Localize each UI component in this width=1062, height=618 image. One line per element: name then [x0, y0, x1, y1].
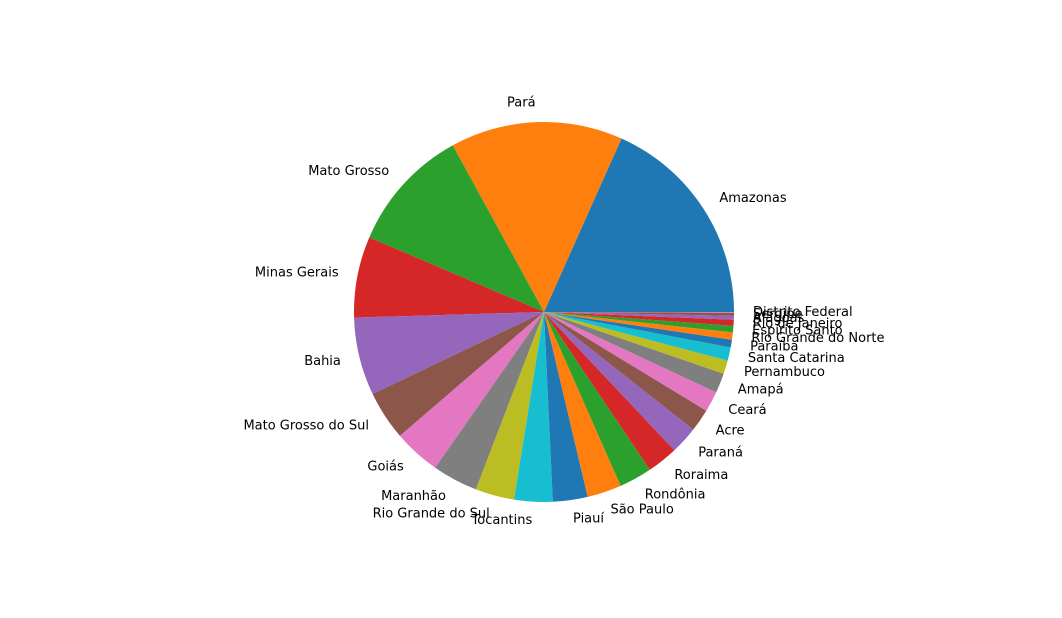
pie-slice-mato-grosso-do-sul [372, 312, 544, 436]
pie-label-alagoas: Alagoas [753, 311, 805, 326]
pie-slice-espirito-santo [544, 312, 734, 333]
pie-label-rio-de-janeiro: Rio de Janeiro [753, 316, 843, 331]
pie-labels: Amazonas Pará Mato Grosso Minas Gerais Bahia… [243, 96, 884, 529]
pie-label-rio-grande-do-norte: Rio Grande do Norte [751, 331, 884, 346]
pie-label-mato-grosso-do-sul: Mato Grosso do Sul [243, 419, 369, 434]
pie-slice-pernambuco [544, 312, 728, 374]
pie-slice-rondonia [544, 312, 650, 486]
pie-slice-mato-grosso [369, 145, 544, 312]
pie-label-minas-gerais: Minas Gerais [255, 266, 339, 281]
pie-label-roraima: Roraima [674, 468, 728, 483]
pie-slice-paraiba [544, 312, 732, 348]
pie-label-tocantins: Tocantins [471, 513, 533, 528]
pie-slice-alagoas [544, 312, 734, 320]
pie-label-ceara: Ceará [728, 403, 766, 418]
pie-slice-santa-catarina [544, 312, 731, 361]
pie-slices [354, 121, 734, 503]
pie-slice-tocantins [514, 312, 553, 503]
pie-label-espirito-santo: Espírito Santo [752, 323, 843, 338]
pie-slice-rio-grande-do-norte [544, 312, 733, 340]
pie-label-rio-grande-do-sul: Rio Grande do Sul [373, 506, 490, 521]
pie-label-acre: Acre [716, 424, 745, 439]
pie-label-pernambuco: Pernambuco [744, 365, 825, 380]
pie-slice-goias [399, 312, 544, 468]
pie-label-para: Pará [507, 96, 536, 111]
pie-label-piaui: Piauí [573, 511, 604, 526]
pie-slice-amazonas [544, 138, 734, 312]
pie-label-amapa: Amapá [738, 383, 784, 398]
pie-slice-minas-gerais [354, 237, 544, 318]
pie-slice-bahia [354, 312, 544, 395]
pie-label-goias: Goiás [367, 460, 404, 475]
pie-label-bahia: Bahia [304, 354, 341, 369]
pie-slice-piaui [544, 312, 588, 502]
pie-slice-distrito-federal [544, 312, 734, 313]
pie-slice-ceara [544, 312, 717, 411]
pie-label-amazonas: Amazonas [719, 191, 787, 206]
pie-label-sao-paulo: São Paulo [610, 503, 673, 518]
pie-slice-para [452, 121, 622, 312]
pie-label-paraiba: Paraíba [750, 339, 798, 354]
pie-slice-sergipe [544, 312, 734, 316]
pie-slice-amapa [544, 312, 724, 393]
pie-label-santa-catarina: Santa Catarina [748, 351, 845, 366]
pie-label-distrito-federal: Distrito Federal [753, 305, 853, 320]
pie-label-mato-grosso: Mato Grosso [308, 164, 389, 179]
pie-slice-sao-paulo [544, 312, 621, 497]
pie-slice-parana [544, 312, 694, 451]
pie-label-rondonia: Rondônia [645, 488, 706, 503]
pie-slice-roraima [544, 312, 675, 470]
pie-slice-rio-de-janeiro [544, 312, 734, 326]
pie-label-parana: Paraná [698, 446, 743, 461]
pie-slice-maranhao [435, 312, 544, 490]
pie-label-maranhao: Maranhão [381, 489, 446, 504]
pie-slice-acre [544, 312, 707, 430]
pie-slice-rio-grande-do-sul [475, 312, 544, 500]
pie-label-sergipe: Sergipe [753, 307, 802, 322]
